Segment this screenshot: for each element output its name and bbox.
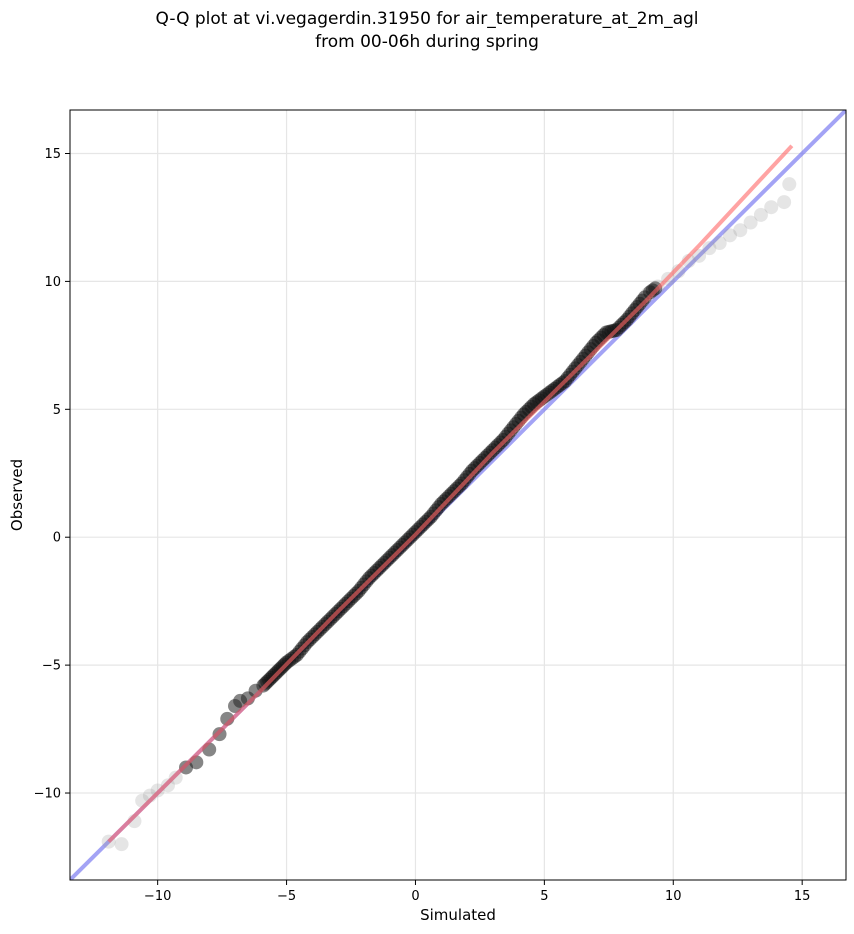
y-tick-label: −5 (42, 659, 61, 674)
x-tick-label: −10 (144, 889, 171, 904)
y-tick-label: 10 (44, 275, 61, 290)
fitted-line (107, 144, 794, 844)
data-point (733, 223, 748, 238)
fitted-line-group (107, 144, 794, 844)
x-tick-label: 0 (411, 889, 419, 904)
y-tick-label: 5 (53, 403, 61, 418)
data-point (702, 241, 717, 256)
y-tick-label: 0 (53, 531, 61, 546)
data-point (722, 228, 737, 243)
x-axis-ticks: −10 −5 0 5 10 15 (144, 880, 811, 904)
x-tick-label: −5 (277, 889, 296, 904)
quantile-points (101, 177, 797, 852)
y-tick-label: 15 (44, 147, 61, 162)
chart-title: Q-Q plot at vi.vegagerdin.31950 for air_… (155, 9, 699, 29)
data-point (743, 215, 758, 230)
x-tick-label: 5 (540, 889, 548, 904)
y-axis-label: Observed (8, 459, 26, 531)
chart-subtitle: from 00-06h during spring (315, 32, 539, 52)
grid-lines (70, 110, 846, 880)
y-tick-label: −10 (34, 787, 61, 802)
data-point (692, 248, 707, 263)
data-point (114, 837, 129, 852)
data-point (764, 200, 779, 215)
data-point (782, 177, 797, 192)
axes-frame (69, 109, 847, 881)
x-tick-label: 10 (665, 889, 682, 904)
x-axis-label: Simulated (420, 906, 496, 924)
data-point (712, 236, 727, 251)
y-axis-ticks: −10 −5 0 5 10 15 (34, 147, 70, 802)
data-point (753, 207, 768, 222)
data-point (671, 264, 686, 279)
data-point (777, 195, 792, 210)
axes-frame-rect (69, 109, 847, 881)
x-tick-label: 15 (794, 889, 811, 904)
